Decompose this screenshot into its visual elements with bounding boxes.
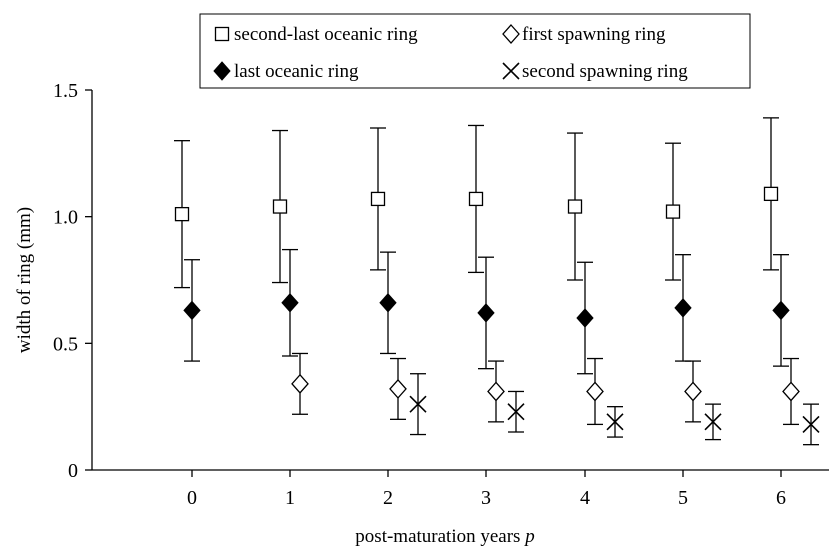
x-axis-title: post-maturation years p	[355, 526, 534, 547]
data-point	[586, 381, 604, 402]
legend-label: second spawning ring	[522, 61, 688, 82]
legend-item: second spawning ring	[502, 61, 688, 82]
data-point	[174, 206, 190, 222]
y-tick-label: 1.5	[53, 80, 78, 102]
data-point	[507, 403, 525, 421]
legend-label: second-last oceanic ring	[234, 24, 418, 45]
data-point	[772, 300, 790, 321]
legend: second-last oceanic ring last oceanic rin…	[199, 13, 751, 89]
data-point	[802, 415, 820, 433]
data-point	[379, 293, 397, 313]
legend-marker	[502, 62, 520, 80]
data-markers	[174, 186, 820, 433]
x-tick-label: 6	[776, 487, 786, 509]
x-tick-label: 0	[187, 487, 197, 509]
x-tick-label: 4	[580, 487, 590, 509]
data-point	[782, 381, 800, 402]
y-axis-title: width of ring (mm)	[14, 207, 35, 353]
x-tick-label: 5	[678, 487, 688, 509]
legend-box	[199, 13, 751, 89]
data-point	[704, 413, 722, 431]
data-point	[272, 199, 288, 214]
data-point	[684, 381, 702, 402]
axes: 0 0.5 1.0 1.5 0 1 2 3 4 5 6	[53, 80, 829, 509]
data-point	[281, 293, 299, 313]
y-tick-label: 0	[68, 460, 78, 482]
data-point	[370, 191, 386, 207]
legend-marker	[214, 26, 230, 42]
legend-item: last oceanic ring	[213, 61, 359, 82]
data-point	[409, 395, 427, 413]
data-point	[291, 373, 309, 394]
data-point	[389, 378, 407, 399]
data-point	[477, 303, 495, 323]
data-point	[576, 308, 594, 328]
x-tick-label: 1	[285, 487, 295, 509]
data-point	[665, 204, 681, 219]
legend-marker	[502, 24, 520, 44]
data-point	[567, 199, 583, 214]
y-tick-label: 1.0	[53, 207, 78, 229]
legend-item: second-last oceanic ring	[214, 24, 418, 45]
x-axis-title-variable: p	[523, 526, 535, 547]
y-tick-label: 0.5	[53, 333, 78, 355]
x-axis-title-text: post-maturation years	[355, 526, 520, 547]
x-tick-label: 2	[383, 487, 393, 509]
data-point	[183, 300, 201, 321]
legend-marker	[213, 61, 231, 81]
legend-label: last oceanic ring	[234, 61, 359, 82]
data-point	[606, 413, 624, 431]
data-point	[763, 186, 779, 202]
x-tick-label: 3	[481, 487, 491, 509]
data-point	[468, 191, 484, 207]
data-point	[674, 298, 692, 318]
data-point	[487, 381, 505, 402]
legend-label: first spawning ring	[522, 24, 666, 45]
legend-item: first spawning ring	[502, 24, 666, 45]
